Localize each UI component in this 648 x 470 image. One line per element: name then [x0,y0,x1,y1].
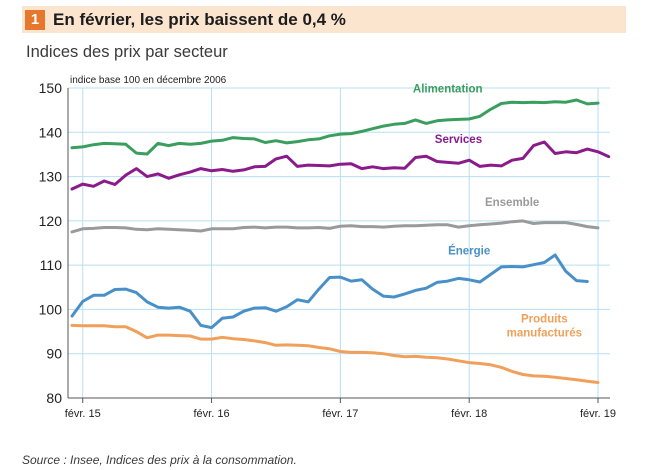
series-label-line: Services [435,134,482,146]
figure-number: 1 [25,9,45,30]
series-label: Produits manufacturés [507,314,582,340]
series-label-line: manufacturés [507,328,582,340]
series-label-line: Alimentation [413,83,483,95]
source-note: Source : Insee, Indices des prix à la co… [22,453,297,467]
series-label-line: Produits [521,314,568,326]
series-line-3 [70,219,600,234]
series-label-line: Énergie [448,245,490,258]
index-base-note: indice base 100 en décembre 2006 [70,75,227,86]
figure-title: En février, les prix baissent de 0,4 % [53,9,346,29]
x-tick-label: févr. 15 [65,408,101,420]
series-label: Ensemble [485,197,539,209]
series-line-4 [70,253,589,330]
y-tick-label: 100 [39,301,63,317]
y-tick-label: 130 [39,169,63,185]
series-line-2 [70,140,611,191]
y-tick-label: 80 [46,390,62,406]
chart-subtitle: Indices des prix par secteur [26,43,228,61]
x-tick-label: févr. 17 [322,408,358,420]
y-tick-label: 110 [40,257,63,273]
series-label: Énergie [448,245,490,258]
x-tick-label: févr. 19 [580,408,616,420]
series-line-5 [70,323,600,384]
series-line-1 [70,98,600,156]
header-band: 1 En février, les prix baissent de 0,4 % [22,6,626,33]
y-tick-label: 150 [39,80,63,96]
x-tick-label: févr. 16 [194,408,230,420]
y-tick-label: 140 [39,124,63,140]
series-label: Services [435,134,482,146]
series-label-line: Ensemble [485,197,539,209]
price-index-chart: 80 90 100 110 120 130 140 150 févr. 15 févr. 16 fé… [39,75,616,420]
y-tick-label: 90 [46,346,62,362]
series-label: Alimentation [413,83,483,95]
x-tick-label: févr. 18 [451,408,487,420]
y-tick-label: 120 [39,213,63,229]
